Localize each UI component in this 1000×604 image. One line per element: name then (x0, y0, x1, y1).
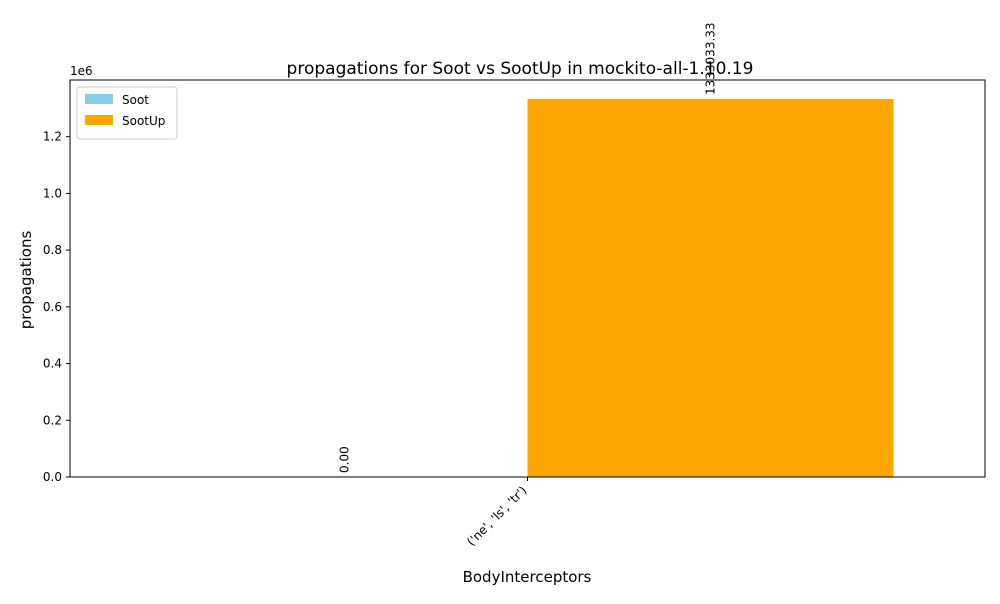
y-offset-text: 1e6 (70, 64, 93, 78)
legend-label: Soot (122, 93, 149, 107)
y-tick-label: 1.0 (43, 186, 62, 200)
legend: Soot SootUp (77, 87, 177, 139)
y-tick-label: 0.6 (43, 300, 62, 314)
chart-title: propagations for Soot vs SootUp in mocki… (287, 59, 754, 79)
legend-label: SootUp (122, 114, 165, 128)
x-axis-label: BodyInterceptors (463, 568, 592, 586)
bar-sootup (528, 99, 894, 477)
bar-value-label: 0.00 (338, 446, 352, 473)
legend-swatch (85, 115, 113, 125)
y-tick-label: 0.2 (43, 413, 62, 427)
y-tick-label: 0.0 (43, 470, 62, 484)
x-tick-label: ('ne', 'ls', 'tr') (464, 483, 530, 549)
y-axis-label: propagations (17, 231, 35, 330)
y-tick-label: 0.8 (43, 243, 62, 257)
legend-swatch (85, 94, 113, 104)
y-tick-label: 0.4 (43, 357, 62, 371)
bar-value-label: 1333033.33 (704, 22, 718, 95)
y-tick-label: 1.2 (43, 130, 62, 144)
